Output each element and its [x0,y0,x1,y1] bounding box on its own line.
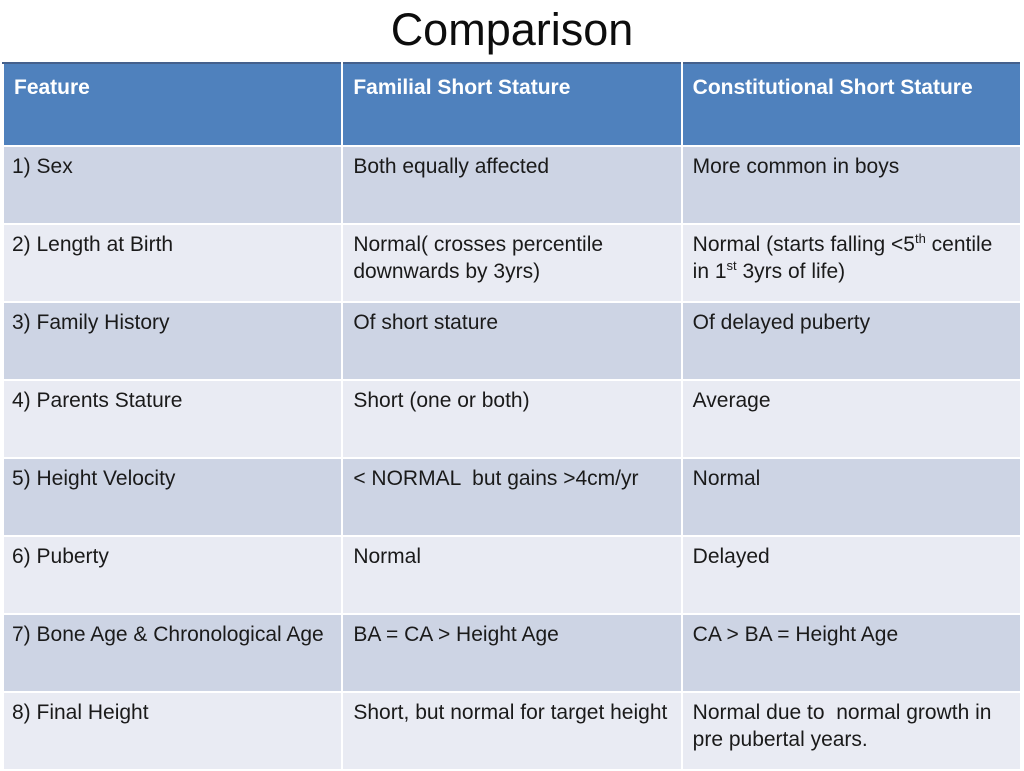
superscript: st [726,258,737,273]
cell-constitutional: Normal (starts falling <5th centile in 1… [680,223,1023,303]
cell-familial: Short (one or both) [341,379,683,459]
cell-feature: 4) Parents Stature [1,379,344,459]
cell-feature: 3) Family History [1,301,344,381]
cell-familial: Short, but normal for target height [341,691,683,771]
cell-constitutional: Normal [680,457,1023,537]
table-row: 3) Family History Of short stature Of de… [1,301,1023,381]
table-row: 7) Bone Age & Chronological Age BA = CA … [1,613,1023,693]
comparison-table: Feature Familial Short Stature Constitut… [1,62,1023,771]
cell-familial: BA = CA > Height Age [341,613,683,693]
cell-familial: Normal [341,535,683,615]
table-row: 6) Puberty Normal Delayed [1,535,1023,615]
table-row: 5) Height Velocity < NORMAL but gains >4… [1,457,1023,537]
table-row: 4) Parents Stature Short (one or both) A… [1,379,1023,459]
cell-feature: 7) Bone Age & Chronological Age [1,613,344,693]
cell-feature: 1) Sex [1,145,344,225]
cell-feature: 2) Length at Birth [1,223,344,303]
cell-constitutional: Of delayed puberty [680,301,1023,381]
cell-constitutional: Average [680,379,1023,459]
table-row: 2) Length at Birth Normal( crosses perce… [1,223,1023,303]
header-constitutional-short-stature: Constitutional Short Stature [680,62,1023,147]
header-feature: Feature [1,62,344,147]
table-header-row: Feature Familial Short Stature Constitut… [1,62,1023,147]
cell-familial: Normal( crosses percentile downwards by … [341,223,683,303]
cell-feature: 5) Height Velocity [1,457,344,537]
cell-constitutional: CA > BA = Height Age [680,613,1023,693]
cell-constitutional: Normal due to normal growth in pre puber… [680,691,1023,771]
text-segment: centile in 1 [692,233,999,283]
cell-feature: 8) Final Height [1,691,344,771]
header-familial-short-stature: Familial Short Stature [341,62,683,147]
cell-feature: 6) Puberty [1,535,344,615]
table-row: 8) Final Height Short, but normal for ta… [1,691,1023,771]
cell-constitutional: Delayed [680,535,1023,615]
cell-familial: < NORMAL but gains >4cm/yr [341,457,683,537]
text-segment: Normal (starts falling <5 [692,233,915,256]
table-row: 1) Sex Both equally affected More common… [1,145,1023,225]
superscript: th [914,231,926,246]
cell-familial: Of short stature [341,301,683,381]
cell-familial: Both equally affected [341,145,683,225]
text-segment: 3yrs of life) [736,260,846,283]
slide-title: Comparison [390,4,634,55]
cell-constitutional: More common in boys [680,145,1023,225]
